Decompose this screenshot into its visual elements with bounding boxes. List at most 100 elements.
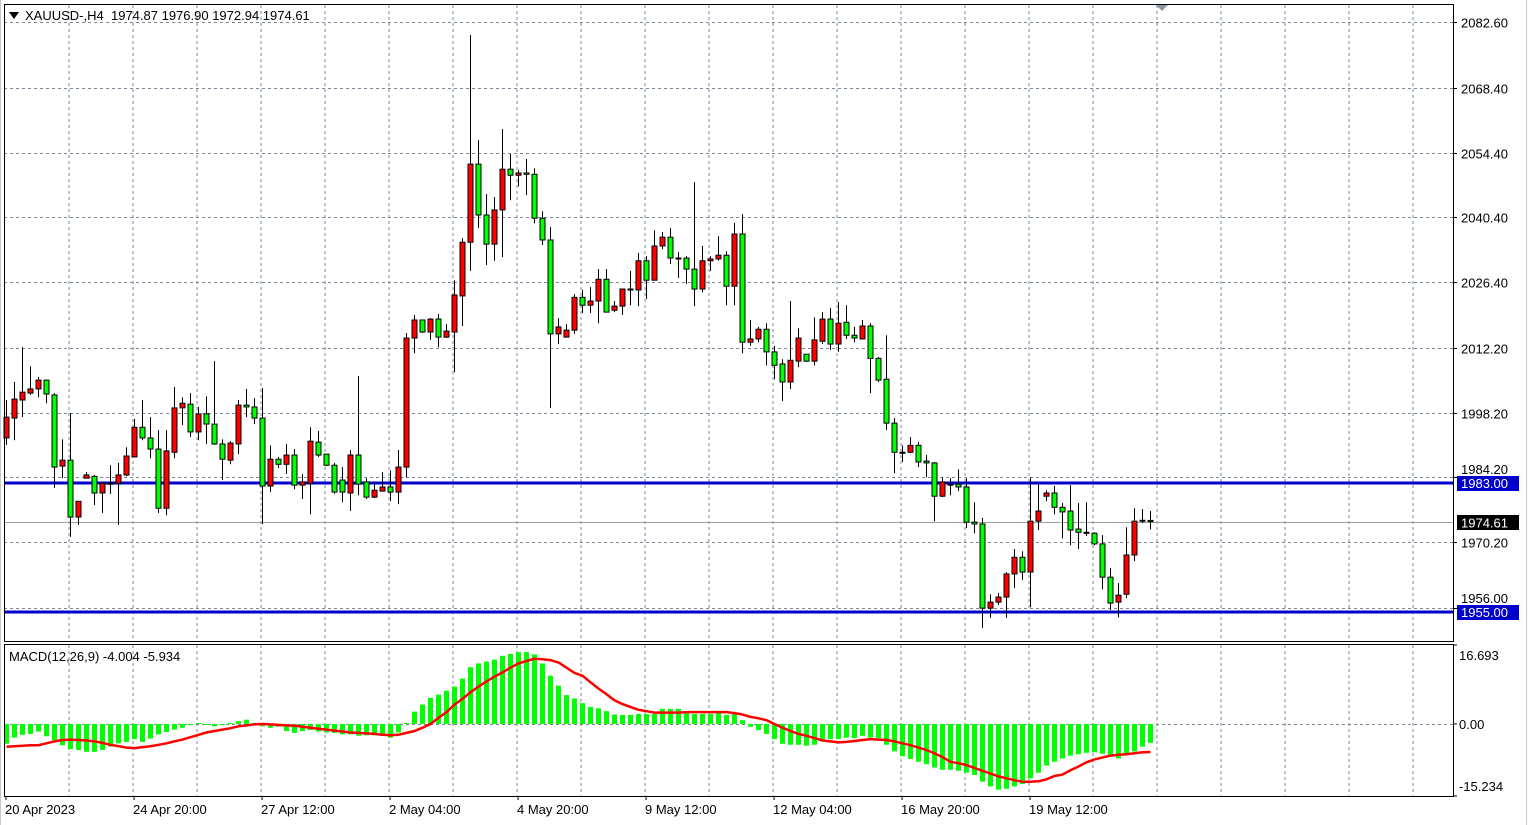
candle [227, 441, 234, 465]
candle-body-bearish [779, 363, 786, 383]
candle [755, 326, 762, 343]
price-axis[interactable]: 2082.60 2068.40 2054.40 2040.40 2026.40 2012.… [1453, 16, 1519, 797]
candle [723, 251, 730, 306]
macd-histogram-bar [1068, 723, 1073, 756]
dropdown-triangle-icon[interactable] [9, 12, 19, 19]
macd-histogram-bar [772, 723, 777, 740]
candle-body-bearish [275, 458, 282, 465]
candle-body-bullish [515, 172, 522, 176]
candle [763, 323, 770, 366]
candle [1075, 503, 1082, 549]
macd-histogram-bar [52, 723, 57, 741]
candle-body-bearish [723, 254, 730, 287]
macd-histogram-bar [940, 723, 945, 770]
candle-body-bullish [571, 296, 578, 331]
candle-body-bearish [827, 318, 834, 345]
macd-label: MACD(12,26,9) -4.004 -5.934 [9, 649, 181, 664]
macd-histogram-bar [412, 711, 417, 724]
candle-body-bullish [499, 168, 506, 211]
candle-body-bullish [267, 458, 274, 487]
macd-histogram-bar [972, 723, 977, 776]
macd-histogram-bar [156, 723, 161, 735]
macd-histogram-bar [492, 659, 497, 724]
macd-histogram-bar [148, 723, 153, 739]
y-tick-label: 1984.20 [1461, 462, 1508, 477]
candle [1035, 483, 1042, 530]
time-axis[interactable]: 20 Apr 2023 24 Apr 20:00 27 Apr 12:00 2 May… [5, 796, 1108, 817]
candle-body-bearish [483, 214, 490, 245]
candle-body-bullish [859, 325, 866, 340]
candle [267, 445, 274, 493]
symbol-timeframe: XAUUSD-,H4 [25, 8, 104, 23]
candle [811, 317, 818, 366]
candle [675, 251, 682, 278]
y-tick-label: 2054.40 [1461, 147, 1508, 162]
macd-histogram-bar [868, 723, 873, 738]
candle [379, 472, 386, 492]
candle-body-bullish [1043, 492, 1050, 497]
candle-body-bullish [699, 260, 706, 290]
macd-histogram-bar [228, 723, 233, 725]
candle [555, 318, 562, 345]
candle [683, 256, 690, 284]
candle [851, 326, 858, 343]
horizontal-levels[interactable] [4, 481, 1453, 614]
candle-body-bearish [923, 460, 930, 464]
candle-body-bullish [795, 337, 802, 362]
candle-body-bullish [443, 330, 450, 338]
candle [339, 467, 346, 503]
candle [259, 387, 266, 524]
candle [483, 194, 490, 265]
candle-body-bullish [459, 241, 466, 297]
macd-histogram-bar [172, 723, 177, 730]
candle-body-bearish [675, 257, 682, 260]
candle-body-bearish [531, 173, 538, 219]
macd-histogram-bar [236, 721, 241, 724]
candle-body-bearish [971, 521, 978, 525]
macd-histogram-bar [220, 723, 225, 725]
candle-body-bullish [467, 163, 474, 243]
macd-histogram-bar [908, 723, 913, 759]
candle-body-bearish [915, 444, 922, 463]
macd-histogram-bar [1052, 723, 1057, 762]
current-price-label: 1974.61 [1461, 516, 1508, 531]
chart-shift-marker-icon[interactable] [1156, 5, 1168, 11]
candle [451, 280, 458, 373]
horizontal-level-line[interactable] [4, 481, 1453, 485]
candle-body-bearish [1091, 532, 1098, 545]
candle [699, 245, 706, 293]
horizontal-level-line[interactable] [4, 610, 1453, 614]
macd-signal-line [6, 657, 1151, 783]
candle-body-bearish [187, 403, 194, 433]
candle-body-bearish [843, 321, 850, 336]
candle-body-bullish [995, 596, 1002, 603]
macd-histogram-bar [284, 723, 289, 732]
candle [635, 252, 642, 307]
candle [819, 312, 826, 345]
candle [891, 418, 898, 474]
candle-body-bullish [619, 288, 626, 307]
candle-body-bullish [131, 426, 138, 458]
macd-histogram-bar [372, 723, 377, 736]
candle [43, 379, 50, 404]
macd-histogram-bar [764, 723, 769, 734]
candle [299, 474, 306, 499]
macd-histogram-bar [468, 667, 473, 724]
candle-body-bearish [667, 236, 674, 259]
candle-body-bullish [163, 450, 170, 509]
macd-histogram-bar [340, 723, 345, 735]
candle-body-bullish [819, 318, 826, 342]
macd-histogram-bar [380, 723, 385, 736]
candle [211, 361, 218, 445]
macd-histogram-bar [20, 723, 25, 735]
macd-histogram-bar [364, 723, 369, 736]
macd-histogram-bar [292, 723, 297, 733]
macd-histogram-bar [348, 723, 353, 735]
macd-histogram-bar [564, 695, 569, 724]
candle-body-bearish [899, 451, 906, 454]
macd-histogram-bar [900, 723, 905, 757]
candle [59, 439, 66, 479]
macd-histogram-bar [1044, 723, 1049, 766]
x-tick-label: 4 May 20:00 [517, 802, 589, 817]
